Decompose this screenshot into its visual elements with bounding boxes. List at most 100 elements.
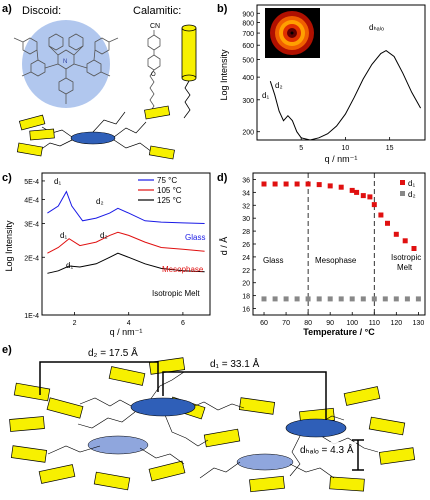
y-tick-label: 1E-4 bbox=[24, 313, 39, 320]
data-point bbox=[349, 187, 355, 193]
series-line bbox=[47, 231, 205, 254]
legend-d1: d₁ bbox=[408, 179, 415, 188]
data-point bbox=[272, 181, 278, 187]
d2-bracket bbox=[39, 361, 159, 395]
y-tick-label: 500 bbox=[242, 58, 254, 65]
panel-b: b) Log Intensity q / nm⁻¹ 200 300 400 500 60… bbox=[215, 0, 430, 165]
x-tick-label: 60 bbox=[260, 320, 268, 327]
label-mesophase: Mesophase bbox=[162, 265, 204, 274]
legend-105: 105 °C bbox=[157, 186, 182, 195]
saxs-waxs-chart: Log Intensity q / nm⁻¹ 200 300 400 500 600 70… bbox=[219, 4, 426, 164]
hybrid-schematic bbox=[16, 105, 175, 160]
data-point bbox=[349, 296, 355, 302]
y-tick-label: 28 bbox=[242, 229, 250, 236]
x-tick-label: 4 bbox=[127, 320, 131, 327]
legend-75: 75 °C bbox=[157, 176, 177, 185]
panel-c-label: c) bbox=[2, 172, 12, 184]
y-tick-label: 32 bbox=[242, 203, 250, 210]
data-point bbox=[305, 296, 311, 302]
panel-e: e) bbox=[0, 340, 430, 500]
x-axis-label: q / nm⁻¹ bbox=[325, 154, 358, 164]
discoid-molecule bbox=[13, 33, 119, 104]
y-tick-label: 200 bbox=[242, 130, 254, 137]
panel-a-drawing: Discoid: Calamitic: N CN bbox=[13, 5, 197, 160]
data-point bbox=[316, 182, 322, 188]
legend-d2: d₂ bbox=[408, 190, 416, 199]
peak-d1-blue: d₁ bbox=[54, 177, 61, 186]
y-tick-label: 34 bbox=[242, 190, 250, 197]
y-tick-label: 20 bbox=[242, 281, 250, 288]
series-line bbox=[47, 190, 205, 224]
x-tick-label: 2 bbox=[73, 320, 77, 327]
y-tick-label: 4E-4 bbox=[24, 198, 39, 205]
data-point bbox=[283, 181, 289, 187]
rod-group bbox=[9, 357, 416, 493]
panel-d-label: d) bbox=[217, 172, 228, 184]
data-point bbox=[316, 296, 322, 302]
x-tick-label: 10 bbox=[342, 145, 350, 152]
y-tick-label: 30 bbox=[242, 216, 250, 223]
data-point bbox=[404, 296, 410, 302]
y-tick-label: 26 bbox=[242, 242, 250, 249]
y-tick-label: 900 bbox=[242, 11, 254, 18]
d1-bracket bbox=[162, 371, 327, 420]
panel-a-label: a) bbox=[2, 3, 12, 15]
data-point bbox=[360, 193, 366, 199]
panel-a: a) Discoid: Calamitic: N CN bbox=[0, 0, 215, 165]
peak-d1-black: d₁ bbox=[66, 261, 73, 270]
data-point bbox=[338, 296, 344, 302]
data-point bbox=[385, 220, 390, 226]
data-point bbox=[371, 296, 377, 302]
x-tick-label: 130 bbox=[413, 320, 425, 327]
data-point bbox=[327, 296, 333, 302]
x-tick-label: 6 bbox=[181, 320, 185, 327]
region-glass: Glass bbox=[263, 256, 283, 265]
data-point bbox=[393, 296, 399, 302]
x-axis-label: q / nm⁻¹ bbox=[110, 327, 143, 337]
y-tick-label: 22 bbox=[242, 268, 250, 275]
y-tick-label: 24 bbox=[242, 255, 250, 262]
panel-b-label: b) bbox=[217, 3, 228, 15]
region-melt: Melt bbox=[397, 263, 413, 272]
data-point bbox=[354, 189, 360, 195]
peak-d1-red: d₁ bbox=[60, 231, 67, 240]
data-point bbox=[411, 246, 417, 251]
x-tick-label: 70 bbox=[282, 320, 290, 327]
data-point bbox=[327, 183, 333, 189]
intensity-curve bbox=[269, 50, 422, 141]
temperature-saxs-chart: Log Intensity q / nm⁻¹ 1E-4 2E-4 3E-4 4E-4 5… bbox=[4, 172, 211, 337]
peak-d2-red: d₂ bbox=[100, 231, 108, 240]
series-line bbox=[47, 252, 205, 274]
label-glass: Glass bbox=[185, 233, 205, 242]
data-point bbox=[393, 231, 399, 237]
d1-label: d₁ = 33.1 Å bbox=[210, 357, 260, 370]
d1-annotation: d₁ bbox=[262, 91, 269, 100]
x-tick-label: 110 bbox=[369, 320, 380, 327]
plot-frame bbox=[41, 172, 211, 316]
legend: d₁ d₂ bbox=[400, 179, 416, 199]
o-atom-label: O bbox=[151, 72, 156, 78]
x-tick-label: 100 bbox=[346, 320, 358, 327]
y-tick-label: 16 bbox=[242, 307, 250, 314]
calamitic-title: Calamitic: bbox=[133, 5, 181, 17]
data-point bbox=[261, 181, 267, 187]
y-tick-label: 800 bbox=[242, 21, 254, 28]
x-tick-label: 120 bbox=[390, 320, 402, 327]
data-point bbox=[360, 296, 366, 302]
y-tick-label: 5E-4 bbox=[24, 179, 39, 186]
panel-d: d) d / Å Temperature / °C 16 18 20 22 24 26 28… bbox=[215, 168, 430, 338]
x-tick-label: 80 bbox=[304, 320, 312, 327]
data-point bbox=[371, 202, 377, 208]
discoid-title: Discoid: bbox=[22, 5, 61, 17]
region-isotropic: Isotropic bbox=[391, 253, 421, 262]
data-point bbox=[261, 296, 267, 302]
data-point bbox=[338, 184, 344, 190]
d-spacing-chart: d / Å Temperature / °C 16 18 20 22 24 26 28 30 3… bbox=[219, 172, 426, 337]
y-tick-label: 700 bbox=[242, 31, 254, 38]
calamitic-rod-icon bbox=[181, 24, 197, 119]
y-axis-label: Log Intensity bbox=[4, 220, 14, 272]
diffraction-pattern-image bbox=[265, 8, 320, 58]
data-point bbox=[402, 238, 408, 244]
d2-label: d₂ = 17.5 Å bbox=[88, 346, 138, 359]
data-point bbox=[367, 194, 373, 200]
